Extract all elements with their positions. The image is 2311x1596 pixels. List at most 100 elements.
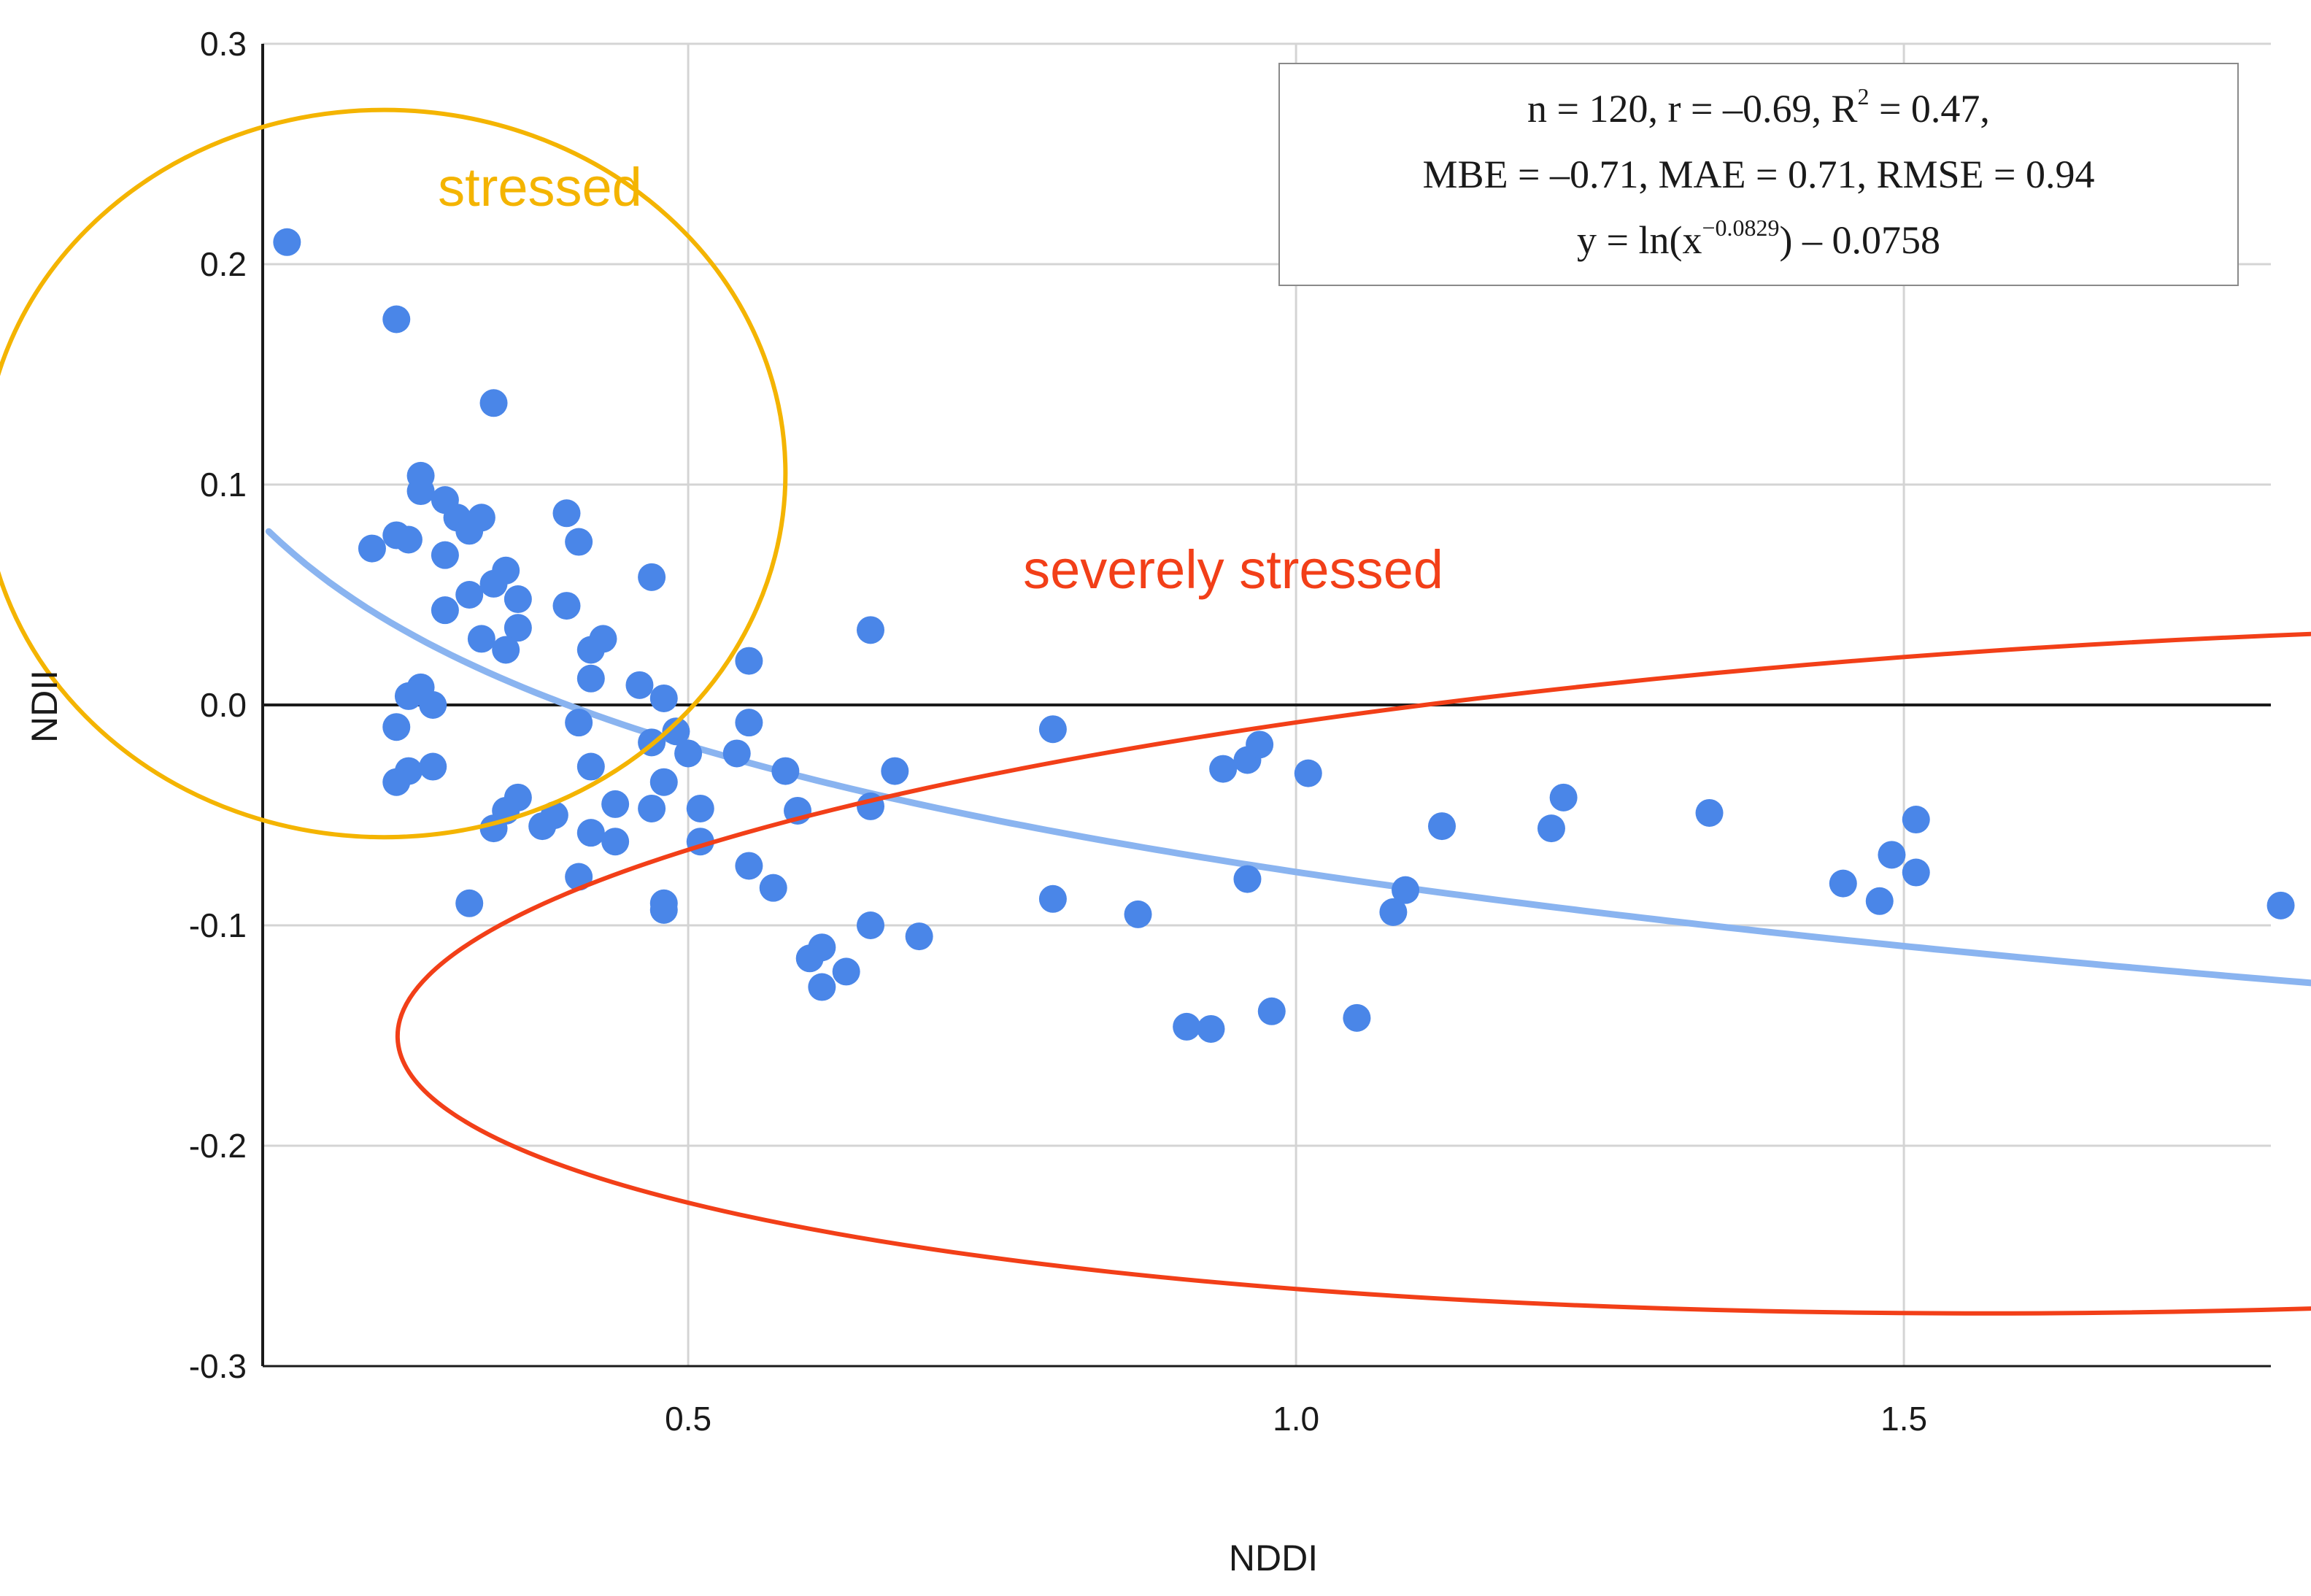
data-point [406, 477, 435, 506]
data-point [686, 794, 714, 822]
data-point [382, 768, 411, 796]
data-point [565, 528, 593, 556]
data-point [795, 944, 824, 973]
trendline [265, 528, 2311, 987]
data-point [1428, 812, 1457, 841]
annotation-ellipse [395, 623, 2311, 1316]
data-point [662, 717, 690, 746]
annotation-ellipse [0, 107, 788, 840]
y-tick-label: -0.2 [189, 1127, 247, 1165]
data-point [394, 682, 423, 710]
data-point [273, 228, 301, 256]
y-tick-label: 0.2 [200, 245, 247, 283]
axes [261, 44, 2271, 1368]
data-point [382, 713, 411, 741]
annotation-label: stressed [438, 157, 642, 217]
tick-labels: -0.3-0.2-0.10.00.10.20.30.51.01.52.02.53… [189, 25, 1927, 1438]
x-tick-label: 1.0 [1273, 1400, 1319, 1438]
stats-line-3-sup: −0.0829 [1702, 215, 1780, 241]
data-point [382, 305, 411, 334]
data-point [735, 709, 763, 737]
data-point [552, 592, 581, 620]
data-point [1233, 865, 1262, 893]
stats-box: n = 120, r = –0.69, R2 = 0.47, MBE = –0.… [1278, 63, 2239, 286]
stats-line-1-sup: 2 [1857, 83, 1870, 109]
x-axis-title: NDDI [1229, 1538, 1318, 1578]
data-point [649, 684, 678, 712]
data-point [832, 957, 860, 986]
y-tick-label: 0.1 [200, 466, 247, 504]
data-point [576, 636, 605, 664]
data-point [1038, 884, 1067, 913]
data-point [1829, 869, 1857, 898]
data-point [528, 812, 557, 841]
y-tick-label: -0.1 [189, 906, 247, 944]
x-tick-label: 1.5 [1880, 1400, 1927, 1438]
annotations: stressed severely stressed [0, 107, 2311, 1316]
data-point [905, 922, 933, 951]
data-point [1902, 806, 1930, 834]
data-point [1379, 898, 1408, 926]
data-point [735, 852, 763, 880]
data-point [576, 664, 605, 693]
data-point [808, 973, 836, 1001]
stats-line-2: MBE = –0.71, MAE = 0.71, RMSE = 0.94 [1422, 153, 2095, 196]
data-point [431, 541, 459, 569]
data-point [674, 739, 703, 768]
data-point [2266, 891, 2295, 920]
data-point [552, 499, 581, 528]
data-point [722, 739, 751, 768]
data-point [1257, 997, 1286, 1025]
stats-line-3-post: ) – 0.0758 [1779, 218, 1940, 262]
data-point [419, 752, 447, 781]
data-point [394, 525, 423, 554]
data-point [479, 389, 508, 417]
data-point [857, 911, 884, 939]
data-points [273, 228, 2295, 1043]
data-point [455, 581, 484, 609]
data-point [1173, 1012, 1201, 1041]
data-point [1343, 1003, 1371, 1032]
data-point [857, 616, 884, 644]
stats-line-3: y = ln(x−0.0829) – 0.0758 [1577, 207, 1940, 273]
data-point [1865, 887, 1894, 915]
data-point [759, 874, 787, 902]
data-point [492, 636, 520, 664]
data-point [1902, 858, 1930, 887]
data-point [638, 563, 666, 591]
y-axis-title: NDII [24, 670, 65, 743]
stats-line-3-pre: y = ln(x [1577, 218, 1702, 262]
data-point [1209, 755, 1238, 783]
y-tick-label: -0.3 [189, 1347, 247, 1385]
data-point [576, 819, 605, 847]
data-point [1038, 715, 1067, 744]
data-point [1549, 783, 1578, 812]
y-tick-label: 0.0 [200, 686, 247, 724]
data-point [1246, 730, 1274, 759]
data-point [601, 828, 630, 856]
data-point [638, 794, 666, 822]
stats-line-1-tail: = 0.47, [1869, 87, 1990, 131]
data-point [771, 757, 800, 785]
data-point [431, 596, 459, 625]
data-point [1537, 814, 1565, 843]
data-point [576, 752, 605, 781]
data-point [455, 889, 484, 917]
data-point [504, 614, 532, 642]
data-point [1392, 876, 1420, 904]
y-tick-label: 0.3 [200, 25, 247, 63]
data-point [625, 671, 654, 699]
data-point [601, 790, 630, 818]
data-point [1695, 798, 1724, 827]
data-point [504, 585, 532, 614]
data-point [358, 534, 386, 563]
data-point [1878, 841, 1906, 869]
data-point [419, 691, 447, 719]
data-point [1294, 759, 1322, 787]
data-point [881, 757, 909, 785]
annotation-label: severely stressed [1023, 539, 1443, 600]
data-point [735, 647, 763, 675]
stats-line-1: n = 120, r = –0.69, R2 = 0.47, [1527, 76, 1990, 142]
data-point [1197, 1014, 1225, 1043]
